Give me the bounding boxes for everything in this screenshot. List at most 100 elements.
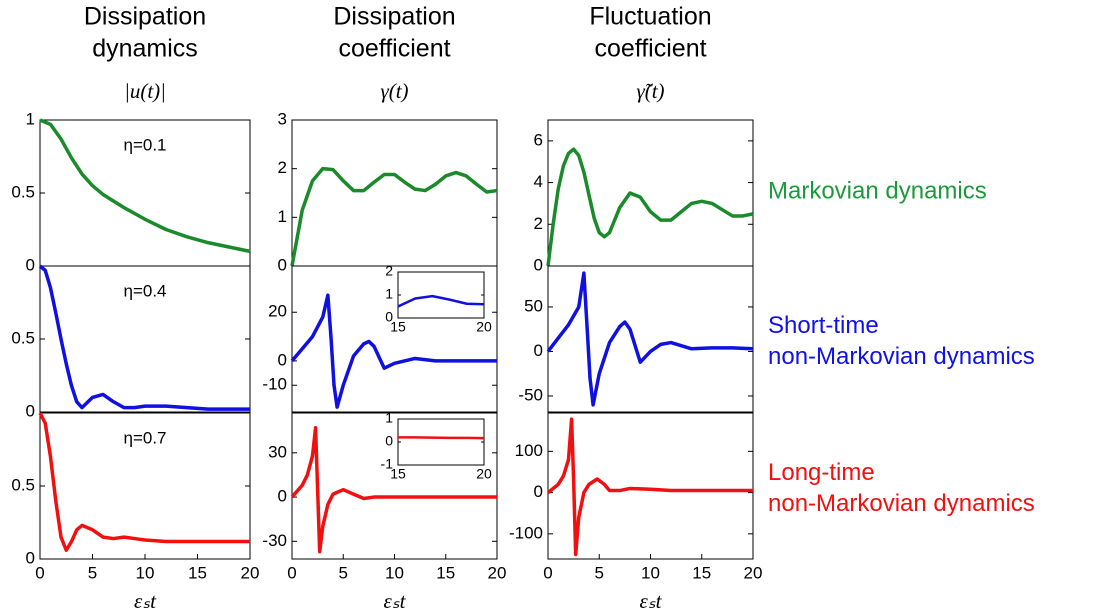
annotation: η=0.1: [123, 135, 166, 154]
row-label: Short-time: [768, 312, 879, 339]
annotation: η=0.7: [123, 428, 166, 447]
y-tick-label: 0.5: [11, 328, 35, 347]
row-label: non-Markovian dynamics: [768, 343, 1035, 370]
y-tick-label: 4: [534, 172, 543, 191]
x-tick-label: 5: [88, 563, 97, 582]
y-tick-label: 2: [385, 263, 393, 279]
y-tick-label: 2: [534, 214, 543, 233]
axes-frame: [547, 412, 754, 560]
axes-frame: [547, 119, 754, 267]
x-tick-label: 20: [744, 563, 763, 582]
y-tick-label: 50: [524, 296, 543, 315]
data-line: [290, 166, 498, 267]
inset: -1 0 1 15 20: [381, 410, 492, 482]
column-title: Dissipation: [84, 3, 206, 31]
y-tick-label: -1: [381, 456, 394, 472]
row-label: Long-time: [768, 459, 875, 486]
column-title: dynamics: [92, 35, 198, 63]
column-title: Dissipation: [333, 3, 455, 31]
y-tick-label: -50: [518, 385, 543, 404]
x-axis-label: εₛt: [640, 589, 663, 613]
x-tick-label: 20: [476, 319, 492, 335]
x-tick-label: 10: [641, 563, 660, 582]
data-line: [546, 417, 753, 557]
x-tick-label: 5: [595, 563, 604, 582]
x-tick-label: 20: [241, 563, 260, 582]
y-tick-label: 0: [26, 548, 35, 567]
y-tick-label: 1: [385, 286, 393, 302]
x-tick-label: 10: [136, 563, 155, 582]
y-tick-label: 2: [278, 158, 287, 177]
x-tick-label: 10: [385, 563, 404, 582]
data-line: [398, 436, 485, 440]
column-title: Fluctuation: [589, 3, 711, 31]
y-tick-label: 0: [385, 433, 393, 449]
column-symbol: γ̃(t): [636, 79, 664, 103]
panel: -100 0 100 0 5 10 15 20 εₛt: [509, 412, 763, 613]
y-tick-label: -10: [262, 375, 287, 394]
data-line: [290, 426, 497, 554]
column-title: coefficient: [338, 35, 450, 63]
data-line: [546, 147, 754, 267]
y-tick-label: 0: [278, 350, 287, 369]
x-tick-label: 15: [390, 319, 406, 335]
y-tick-label: 0: [26, 255, 35, 274]
x-axis-label: εₛt: [134, 589, 157, 613]
axes-frame: [39, 265, 251, 413]
data-line: [397, 294, 485, 308]
x-tick-label: 0: [287, 563, 296, 582]
data-line: [546, 271, 754, 407]
x-tick-label: 5: [339, 563, 348, 582]
y-tick-label: 0: [534, 482, 543, 501]
panel: 0 2 4 6: [534, 119, 754, 274]
data-line: [290, 293, 497, 409]
y-tick-label: 0: [26, 401, 35, 420]
data-line: [39, 118, 251, 254]
y-tick-label: 20: [268, 302, 287, 321]
row-label: Markovian dynamics: [768, 177, 987, 204]
y-tick-label: -100: [509, 523, 543, 542]
y-tick-label: 0: [278, 487, 287, 506]
y-tick-label: 0.5: [11, 182, 35, 201]
x-tick-label: 20: [488, 563, 507, 582]
y-tick-label: 0: [534, 341, 543, 360]
y-tick-label: 30: [268, 442, 287, 461]
x-tick-label: 15: [692, 563, 711, 582]
x-axis-label: εₛt: [384, 589, 407, 613]
y-tick-label: 100: [515, 441, 543, 460]
y-tick-label: 1: [278, 207, 287, 226]
column-symbol: |u(t)|: [124, 79, 166, 103]
x-tick-label: 15: [436, 563, 455, 582]
y-tick-label: 0.5: [11, 475, 35, 494]
axes-frame: [291, 119, 498, 267]
y-tick-label: 0: [385, 309, 393, 325]
y-tick-label: 0: [278, 255, 287, 274]
y-tick-label: 1: [385, 410, 393, 426]
panel: 0 0.5 η=0.4: [11, 264, 251, 420]
column-title: coefficient: [594, 35, 706, 63]
axes-frame: [397, 271, 485, 319]
y-tick-label: 0: [534, 255, 543, 274]
x-tick-label: 0: [543, 563, 552, 582]
y-tick-label: 6: [534, 130, 543, 149]
panel: 0 0.5 0 5 10 15 20 η=0.7 εₛt: [11, 412, 260, 613]
y-tick-label: 3: [278, 109, 287, 128]
axes-frame: [547, 265, 754, 413]
x-tick-label: 0: [35, 563, 44, 582]
panel: 0 0.5 1 η=0.1: [11, 109, 251, 274]
x-tick-label: 20: [476, 466, 492, 482]
x-tick-label: 15: [390, 466, 406, 482]
panel: 0 1 2 3: [278, 109, 498, 274]
inset: 0 1 2 15 20: [385, 263, 492, 335]
data-line: [38, 412, 250, 552]
column-symbol: γ(t): [380, 79, 408, 103]
data-line: [38, 264, 250, 411]
panel: -50 0 50: [518, 265, 754, 413]
y-tick-label: 1: [26, 109, 35, 128]
row-label: non-Markovian dynamics: [768, 490, 1035, 517]
axes-frame: [397, 418, 485, 466]
y-tick-label: -30: [262, 531, 287, 550]
x-tick-label: 15: [188, 563, 207, 582]
annotation: η=0.4: [123, 281, 166, 300]
